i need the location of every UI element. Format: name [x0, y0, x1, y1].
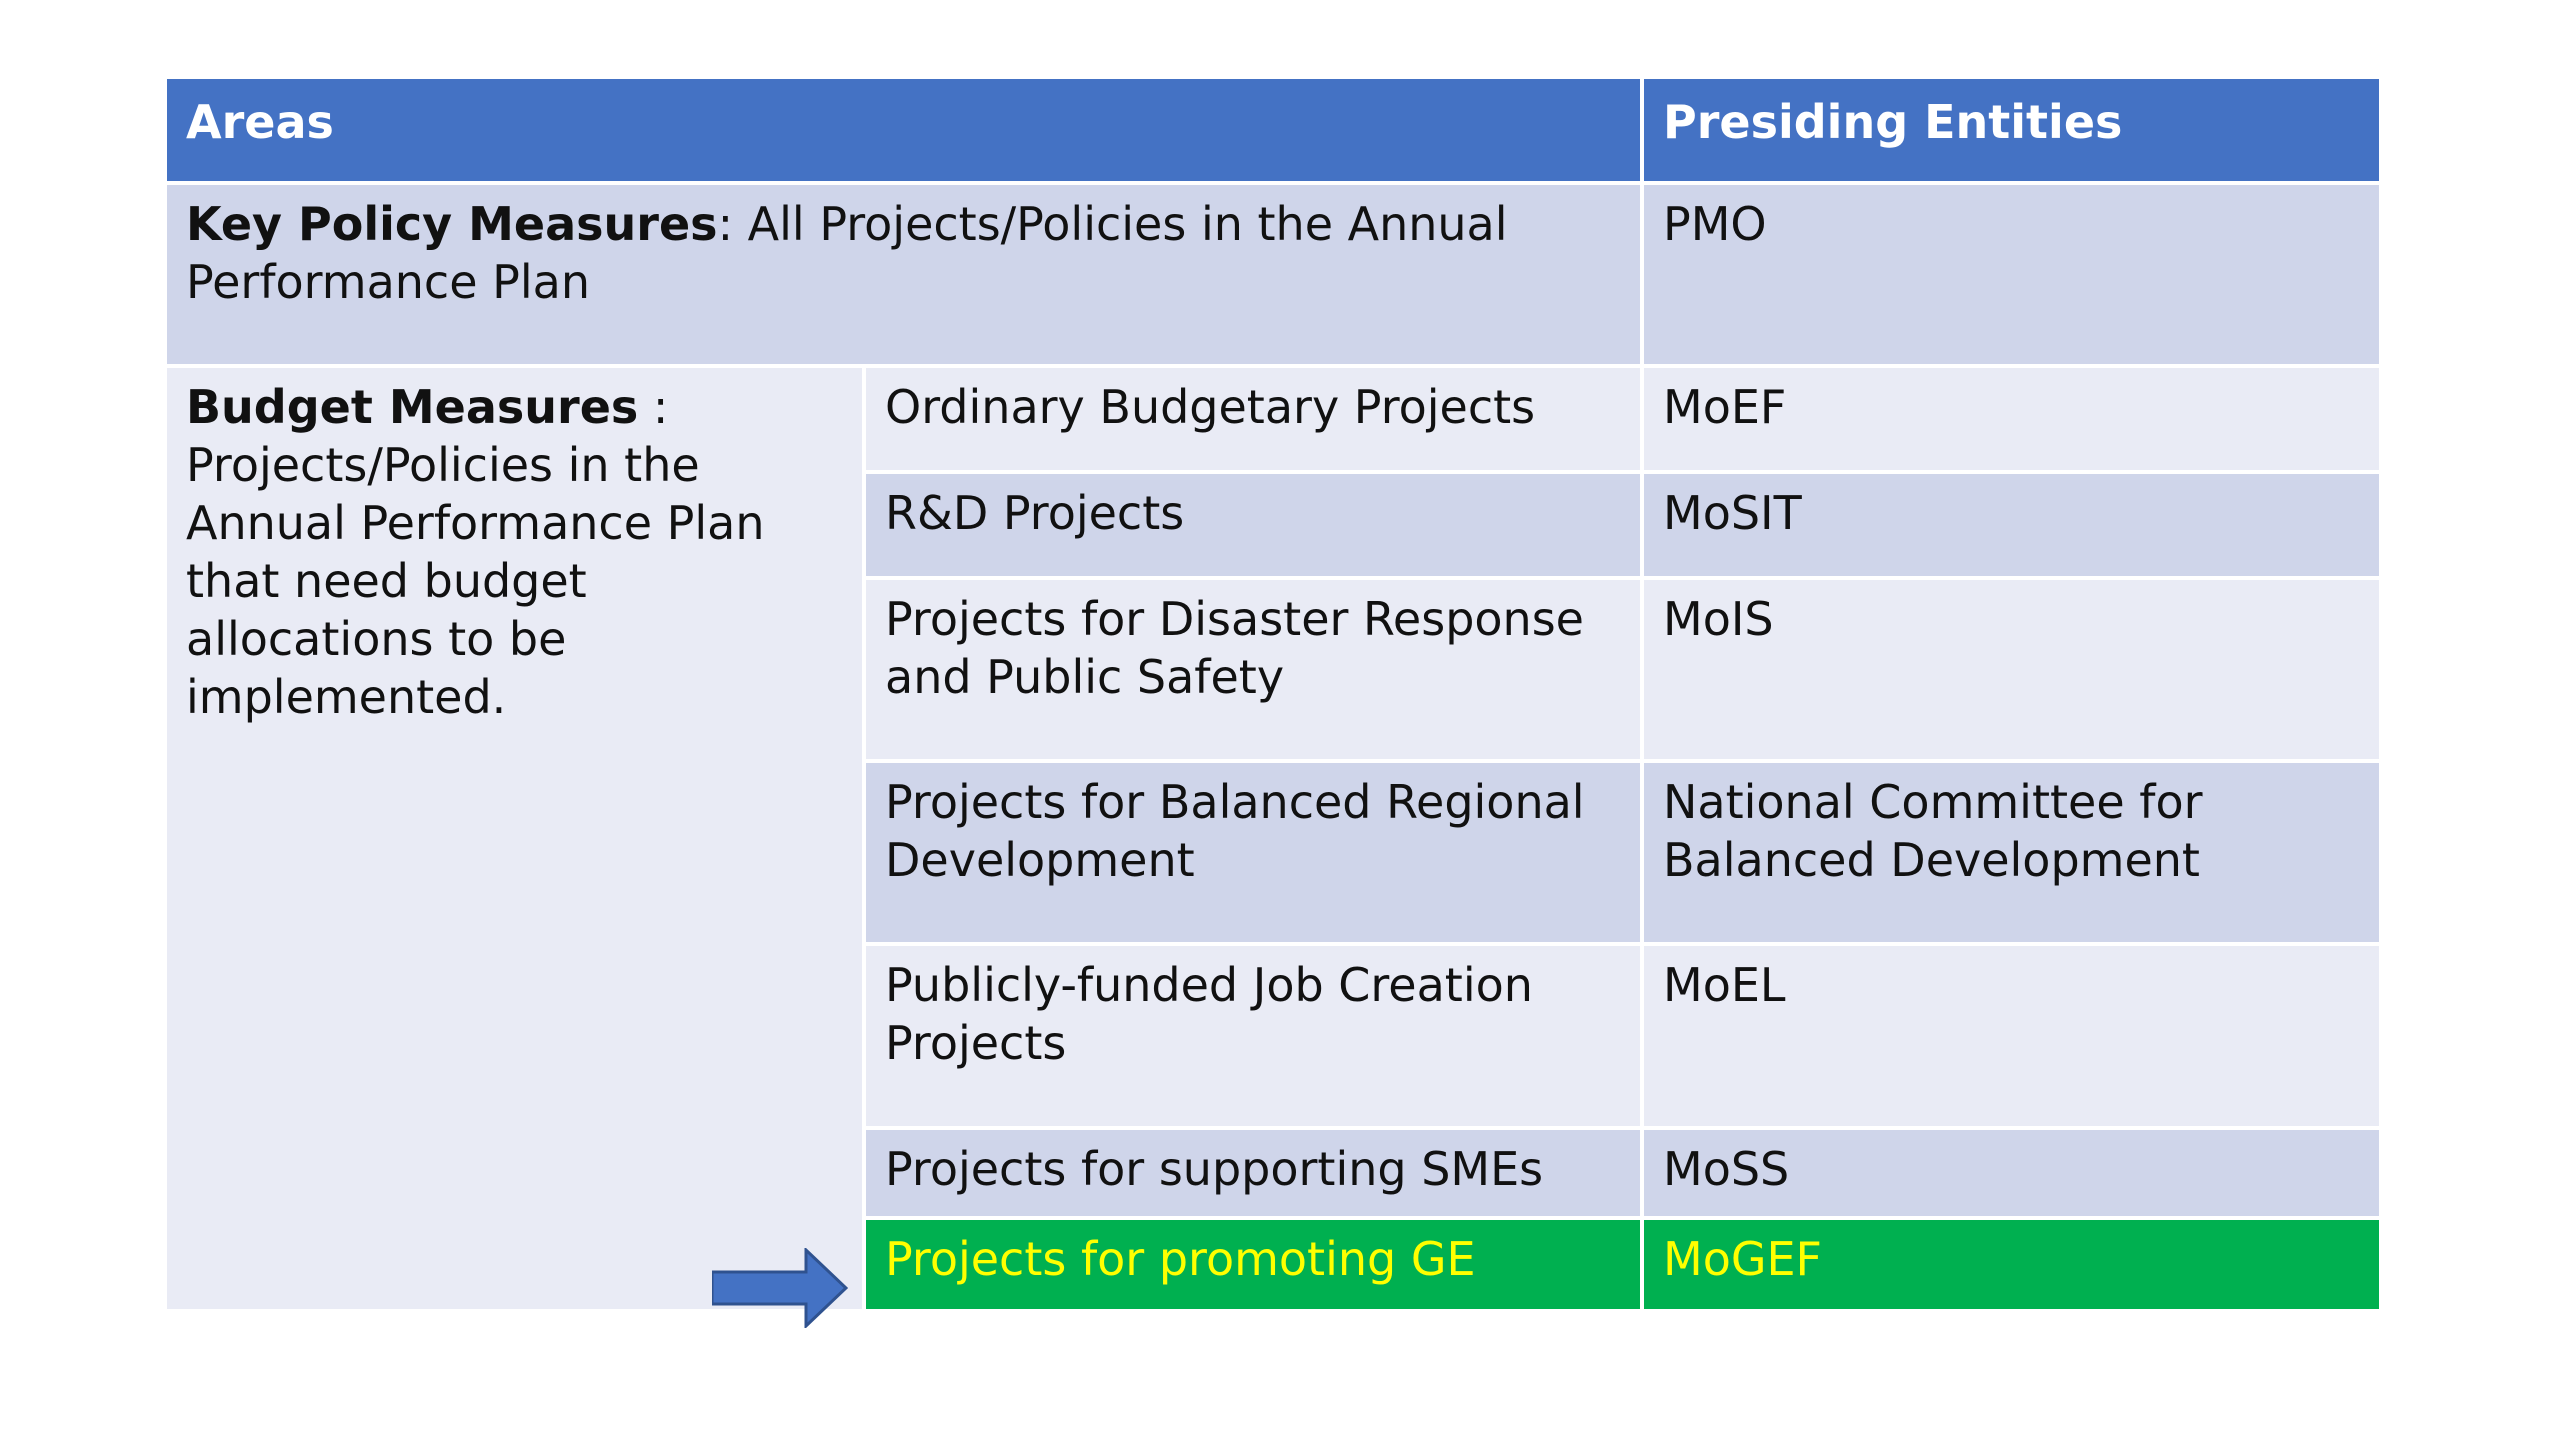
budget-measures-label: Budget Measures — [186, 380, 639, 434]
key-policy-label: Key Policy Measures — [186, 197, 718, 251]
project-cell: Projects for Balanced Regional Developme… — [866, 763, 1640, 942]
project-cell: Publicly-funded Job Creation Projects — [866, 946, 1640, 1126]
budget-measures-cell: Budget Measures : Projects/Policies in t… — [167, 368, 862, 1309]
entity-cell: MoIS — [1644, 580, 2379, 759]
project-cell: Projects for Disaster Response and Publi… — [866, 580, 1640, 759]
entity-cell: MoSS — [1644, 1130, 2379, 1216]
highlighted-project-cell: Projects for promoting GE — [866, 1220, 1640, 1309]
key-policy-cell: Key Policy Measures: All Projects/Polici… — [167, 185, 1640, 364]
key-policy-entity: PMO — [1644, 185, 2379, 364]
project-cell: Projects for supporting SMEs — [866, 1130, 1640, 1216]
entity-cell: MoEF — [1644, 368, 2379, 470]
header-areas: Areas — [167, 79, 1640, 181]
project-cell: Ordinary Budgetary Projects — [866, 368, 1640, 470]
key-policy-text: : All Projects/Policies in the Annual Pe… — [186, 197, 1508, 309]
project-cell: R&D Projects — [866, 474, 1640, 576]
budget-measures-text: : Projects/Policies in the Annual Perfor… — [186, 380, 765, 724]
entities-table: Areas Presiding Entities Key Policy Meas… — [167, 79, 2379, 1309]
entity-cell: National Committee for Balanced Developm… — [1644, 763, 2379, 942]
entity-cell: MoSIT — [1644, 474, 2379, 576]
highlighted-entity-cell: MoGEF — [1644, 1220, 2379, 1309]
arrow-right-icon — [712, 1248, 848, 1328]
entity-cell: MoEL — [1644, 946, 2379, 1126]
header-presiding-entities: Presiding Entities — [1644, 79, 2379, 181]
